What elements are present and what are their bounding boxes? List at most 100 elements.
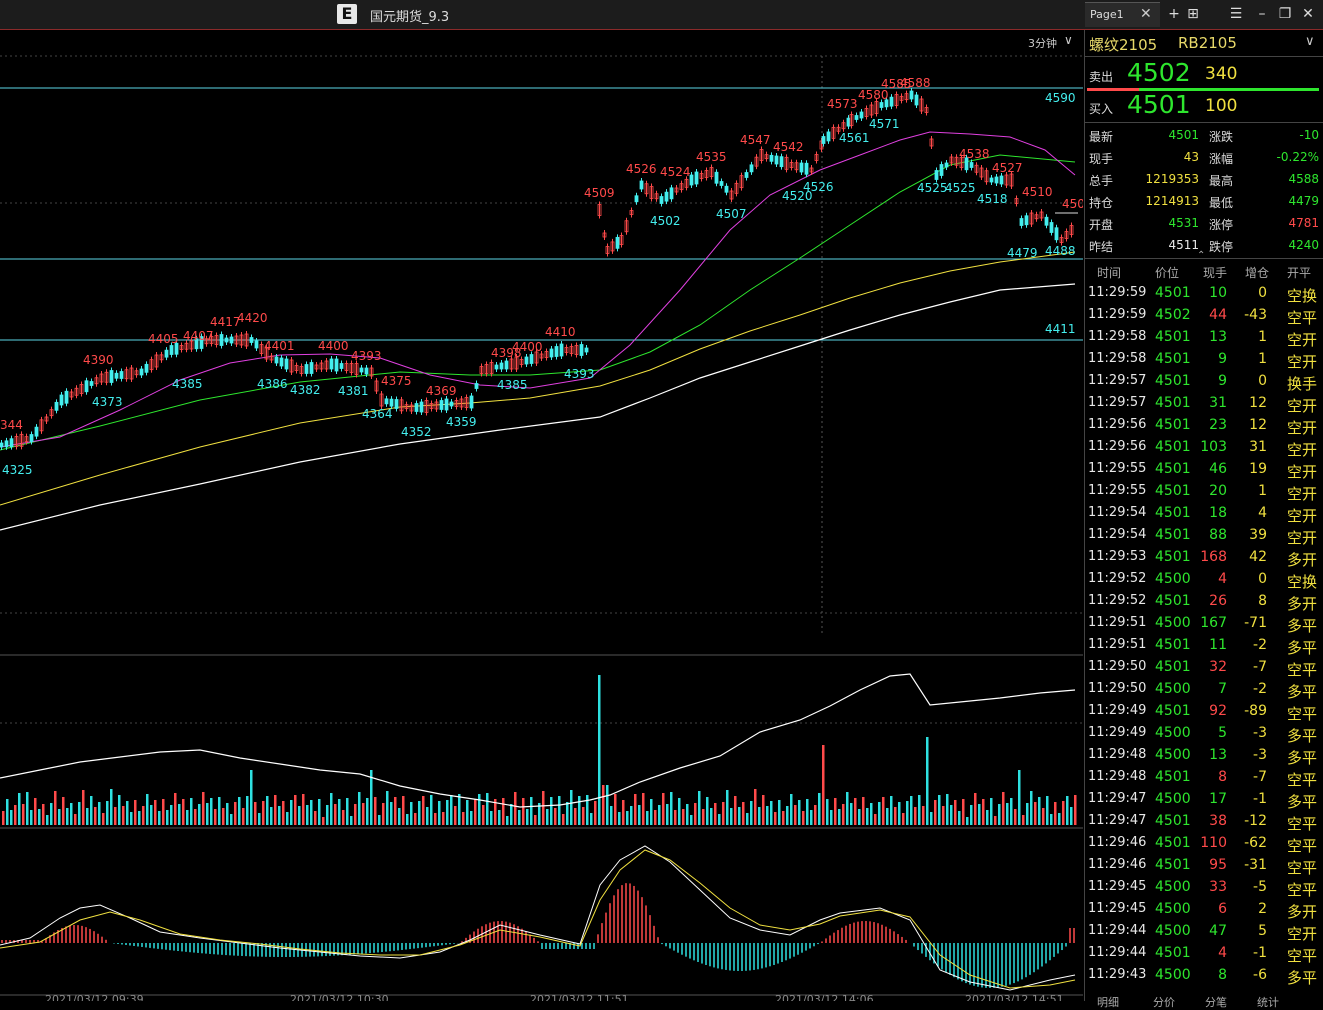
tick-row[interactable]: 11:29:44 4501 4 -1 空平 — [1085, 945, 1323, 967]
bottom-tab[interactable]: 分价 — [1153, 996, 1175, 1009]
tick-header-cell[interactable]: 增仓 — [1245, 266, 1270, 280]
menu-icon[interactable]: ☰ — [1229, 6, 1243, 22]
chevron-down-icon[interactable]: ∨ — [1305, 34, 1315, 49]
price-label-low: 4526 — [803, 180, 834, 194]
tick-row[interactable]: 11:29:47 4500 17 -1 多平 — [1085, 791, 1323, 813]
tick-row[interactable]: 11:29:48 4500 13 -3 多平 — [1085, 747, 1323, 769]
candle — [734, 182, 739, 194]
candle — [74, 387, 79, 396]
candle — [209, 336, 214, 344]
candle — [64, 390, 69, 404]
window-close-icon[interactable]: ✕ — [1302, 6, 1314, 22]
tick-time: 11:29:49 — [1088, 725, 1147, 740]
candle — [129, 367, 134, 380]
tick-header-cell[interactable]: 现手 — [1203, 266, 1228, 280]
tick-row[interactable]: 11:29:59 4502 44 -43 空平 — [1085, 307, 1323, 329]
minimize-icon[interactable]: – — [1258, 6, 1266, 22]
volume-bar — [222, 808, 225, 825]
tick-row[interactable]: 11:29:46 4501 110 -62 空平 — [1085, 835, 1323, 857]
tick-row[interactable]: 11:29:55 4501 46 19 空开 — [1085, 461, 1323, 483]
expand-icon[interactable]: ⌃ — [1197, 250, 1206, 261]
tick-row[interactable]: 11:29:50 4500 7 -2 多平 — [1085, 681, 1323, 703]
tick-row[interactable]: 11:29:47 4501 38 -12 空平 — [1085, 813, 1323, 835]
tick-row[interactable]: 11:29:45 4500 6 2 多开 — [1085, 901, 1323, 923]
tick-row[interactable]: 11:29:55 4501 20 1 空开 — [1085, 483, 1323, 505]
tick-row[interactable]: 11:29:58 4501 13 1 空开 — [1085, 329, 1323, 351]
tick-row[interactable]: 11:29:51 4501 11 -2 多平 — [1085, 637, 1323, 659]
candle — [359, 367, 364, 373]
tick-row[interactable]: 11:29:53 4501 168 42 多开 — [1085, 549, 1323, 571]
bid-price[interactable]: 4501 — [1127, 90, 1191, 119]
candle — [1029, 212, 1034, 225]
tick-row[interactable]: 11:29:43 4500 8 -6 多平 — [1085, 967, 1323, 989]
volume-bar — [630, 806, 633, 825]
add-icon[interactable]: + — [1168, 6, 1180, 22]
close-icon[interactable]: ✕ — [1140, 6, 1152, 22]
tick-row[interactable]: 11:29:49 4501 92 -89 空平 — [1085, 703, 1323, 725]
date-label: 2021/03/12 11:51 — [530, 993, 629, 1001]
tick-row[interactable]: 11:29:45 4500 33 -5 空平 — [1085, 879, 1323, 901]
tick-row[interactable]: 11:29:54 4501 18 4 空开 — [1085, 505, 1323, 527]
candle — [384, 398, 389, 405]
volume-bar — [66, 808, 69, 825]
volume-bar — [186, 810, 189, 825]
volume-bar — [590, 813, 593, 825]
tick-volume: 167 — [1200, 615, 1227, 631]
tick-row[interactable]: 11:29:57 4501 9 0 换手 — [1085, 373, 1323, 395]
candle — [364, 367, 369, 375]
candle — [4, 440, 9, 448]
volume-bars — [2, 675, 1077, 825]
tick-type: 空开 — [1287, 353, 1318, 371]
tick-header-cell[interactable]: 时间 — [1097, 266, 1122, 280]
tab-page1[interactable]: Page1 ✕ — [1085, 2, 1160, 27]
restore-icon[interactable]: ❐ — [1278, 6, 1292, 22]
bottom-tab[interactable]: 分笔 — [1205, 996, 1227, 1009]
tick-row[interactable]: 11:29:58 4501 9 1 空开 — [1085, 351, 1323, 373]
tick-row[interactable]: 11:29:51 4500 167 -71 多平 — [1085, 615, 1323, 637]
volume-bar — [190, 798, 193, 825]
volume-bar — [254, 802, 257, 825]
candle — [769, 154, 774, 162]
price-label-low: 4385 — [172, 377, 203, 391]
volume-bar — [1058, 813, 1061, 825]
ask-price[interactable]: 4502 — [1127, 58, 1191, 87]
tick-row[interactable]: 11:29:46 4501 95 -31 空平 — [1085, 857, 1323, 879]
bottom-tab[interactable]: 统计 — [1257, 996, 1279, 1009]
tick-header-cell[interactable]: 价位 — [1155, 266, 1180, 280]
tick-volume: 46 — [1209, 461, 1227, 477]
volume-bar — [994, 816, 997, 825]
tick-header-cell[interactable]: 开平 — [1287, 266, 1312, 280]
open-interest-line — [0, 673, 1076, 808]
tick-row[interactable]: 11:29:54 4501 88 39 空开 — [1085, 527, 1323, 549]
tick-row[interactable]: 11:29:49 4500 5 -3 多平 — [1085, 725, 1323, 747]
candle — [841, 122, 846, 130]
candle — [809, 167, 814, 173]
tick-type: 空开 — [1287, 397, 1318, 415]
tick-row[interactable]: 11:29:52 4501 26 8 多开 — [1085, 593, 1323, 615]
tick-row[interactable]: 11:29:52 4500 4 0 空换 — [1085, 571, 1323, 593]
candle — [9, 438, 14, 448]
tick-row[interactable]: 11:29:50 4501 32 -7 空平 — [1085, 659, 1323, 681]
volume-bar — [942, 806, 945, 825]
layout-icon[interactable]: ⊞ — [1187, 6, 1199, 22]
tick-row[interactable]: 11:29:56 4501 23 12 空开 — [1085, 417, 1323, 439]
candle — [299, 366, 304, 374]
tick-time: 11:29:50 — [1088, 681, 1147, 696]
candle — [969, 162, 974, 168]
chevron-down-icon[interactable]: ∨ — [1064, 33, 1073, 47]
volume-bar — [214, 809, 217, 825]
period-selector[interactable]: 3分钟 — [1028, 37, 1057, 50]
tick-row[interactable]: 11:29:56 4501 103 31 空开 — [1085, 439, 1323, 461]
tick-row[interactable]: 11:29:44 4500 47 5 空开 — [1085, 923, 1323, 945]
tick-row[interactable]: 11:29:59 4501 10 0 空换 — [1085, 285, 1323, 307]
tick-price: 4501 — [1155, 637, 1191, 653]
tick-row[interactable]: 11:29:57 4501 31 12 空开 — [1085, 395, 1323, 417]
tick-row[interactable]: 11:29:48 4501 8 -7 空平 — [1085, 769, 1323, 791]
bottom-tab[interactable]: 明细 — [1097, 996, 1119, 1009]
volume-bar — [738, 807, 741, 825]
volume-bar — [750, 801, 753, 825]
tick-time: 11:29:46 — [1088, 835, 1147, 850]
stat-label: 最新 — [1089, 130, 1114, 144]
price-label-high: 450 — [1062, 197, 1083, 211]
